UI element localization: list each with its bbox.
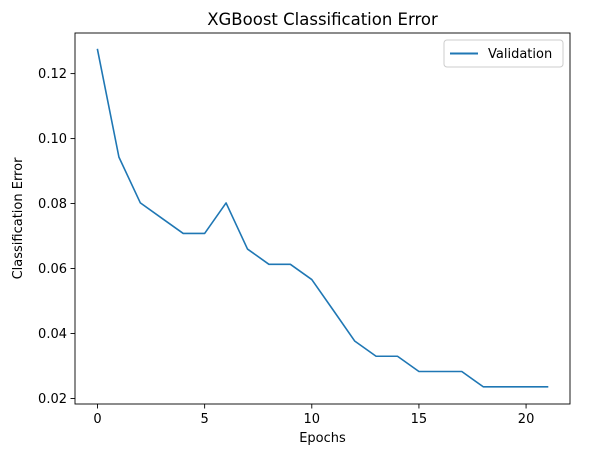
y-tick-label: 0.06	[38, 262, 67, 277]
legend-box	[443, 39, 564, 68]
y-tick-label: 0.12	[38, 67, 67, 82]
y-axis-ticks: 0.02 0.04 0.06 0.08 0.10 0.12	[38, 67, 75, 407]
x-tick-label: 15	[411, 412, 428, 427]
legend-label-validation: Validation	[488, 47, 552, 62]
plot-area	[75, 33, 570, 404]
plot-frame	[74, 32, 571, 405]
series-line-validation	[96, 48, 549, 388]
x-axis-label: Epochs	[299, 431, 346, 446]
x-tick-label: 5	[201, 412, 209, 427]
chart-title: XGBoost Classification Error	[207, 10, 438, 29]
legend: Validation	[443, 39, 564, 68]
y-tick-label: 0.02	[38, 392, 67, 407]
y-tick-label: 0.10	[38, 132, 67, 147]
x-tick-label: 20	[518, 412, 535, 427]
y-tick-label: 0.04	[38, 327, 67, 342]
y-axis-label: Classification Error	[11, 157, 26, 279]
series-layer	[96, 48, 549, 388]
x-tick-label: 0	[93, 412, 101, 427]
x-axis-ticks: 0 5 10 15 20	[93, 404, 534, 427]
y-tick-label: 0.08	[38, 197, 67, 212]
x-tick-label: 10	[304, 412, 321, 427]
